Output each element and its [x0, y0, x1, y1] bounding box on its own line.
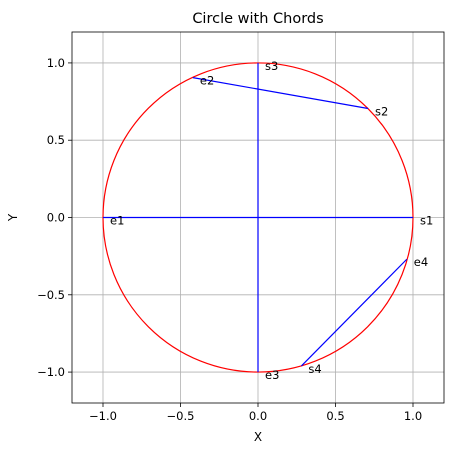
y-tick-label: 0.5 — [47, 133, 65, 147]
y-tick-label: −0.5 — [37, 288, 65, 302]
y-tick-label: 1.0 — [47, 56, 65, 70]
y-axis-label: Y — [6, 213, 20, 222]
point-label-e4: e4 — [414, 255, 428, 269]
y-tick-label: 0.0 — [47, 211, 65, 225]
point-label-e3: e3 — [265, 368, 279, 382]
point-label-s4: s4 — [308, 362, 321, 376]
chord-line — [300, 258, 408, 367]
point-label-e1: e1 — [110, 214, 124, 228]
chords — [103, 62, 413, 373]
y-tick-label: −1.0 — [37, 365, 65, 379]
x-tick-label: −0.5 — [167, 409, 195, 423]
x-tick-label: 0.5 — [326, 409, 344, 423]
point-label-e2: e2 — [200, 74, 214, 88]
point-label-s3: s3 — [265, 59, 278, 73]
ticks: −1.0 −0.5 0.0 0.5 1.0 −1.0 −0.5 0.0 0.5 1.0 — [37, 56, 422, 423]
point-labels: s1 e1 s2 e2 s3 e3 s4 e4 — [110, 59, 433, 382]
x-tick-label: −1.0 — [89, 409, 117, 423]
point-label-s1: s1 — [420, 214, 433, 228]
point-label-s2: s2 — [375, 105, 388, 119]
chord-line — [192, 77, 369, 110]
chart-title: Circle with Chords — [192, 11, 323, 27]
x-tick-label: 0.0 — [249, 409, 267, 423]
x-tick-label: 1.0 — [404, 409, 422, 423]
x-axis-label: X — [254, 430, 262, 444]
